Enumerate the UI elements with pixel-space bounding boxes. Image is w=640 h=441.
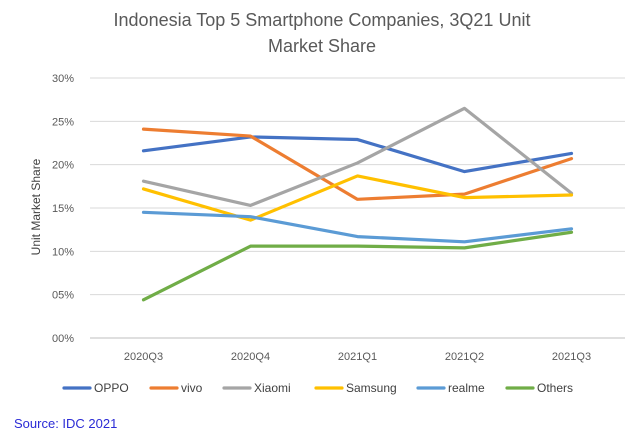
series-line-samsung [141, 174, 574, 222]
chart-title: Indonesia Top 5 Smartphone Companies, 3Q… [114, 10, 531, 56]
legend: OPPO vivo Xiaomi Samsung realme Others [62, 381, 573, 395]
series-line-realme [141, 210, 574, 244]
y-tick-label: 00% [52, 333, 74, 345]
series-line-oppo [141, 135, 574, 174]
legend-label-vivo: vivo [181, 381, 203, 395]
y-tick-label: 05% [52, 290, 74, 302]
series-line-others [141, 230, 574, 302]
y-axis-title: Unit Market Share [29, 158, 43, 255]
x-tick-label: 2021Q3 [552, 351, 591, 363]
legend-label-realme: realme [448, 381, 485, 395]
y-tick-label: 15% [52, 203, 74, 215]
y-tick-label: 30% [52, 73, 74, 85]
x-tick-label: 2021Q1 [338, 351, 377, 363]
x-tick-label: 2020Q4 [231, 351, 270, 363]
gridlines [90, 77, 625, 339]
x-tick-label: 2020Q3 [124, 351, 163, 363]
x-axis-ticks: 2020Q3 2020Q4 2021Q1 2021Q2 2021Q3 [124, 351, 591, 363]
series-line-vivo [141, 127, 574, 201]
legend-label-oppo: OPPO [94, 381, 129, 395]
legend-label-others: Others [537, 381, 573, 395]
legend-label-samsung: Samsung [346, 381, 397, 395]
series-lines [141, 106, 574, 302]
y-axis-ticks: 00% 05% 10% 15% 20% 25% 30% [52, 73, 74, 345]
legend-label-xiaomi: Xiaomi [254, 381, 291, 395]
series-line-xiaomi [141, 106, 574, 207]
y-tick-label: 20% [52, 160, 74, 172]
source-note: Source: IDC 2021 [14, 416, 118, 431]
chart-title-line: Indonesia Top 5 Smartphone Companies, 3Q… [114, 10, 531, 30]
y-tick-label: 25% [52, 116, 74, 128]
x-tick-label: 2021Q2 [445, 351, 484, 363]
chart-title-line: Market Share [268, 36, 376, 56]
y-tick-label: 10% [52, 246, 74, 258]
